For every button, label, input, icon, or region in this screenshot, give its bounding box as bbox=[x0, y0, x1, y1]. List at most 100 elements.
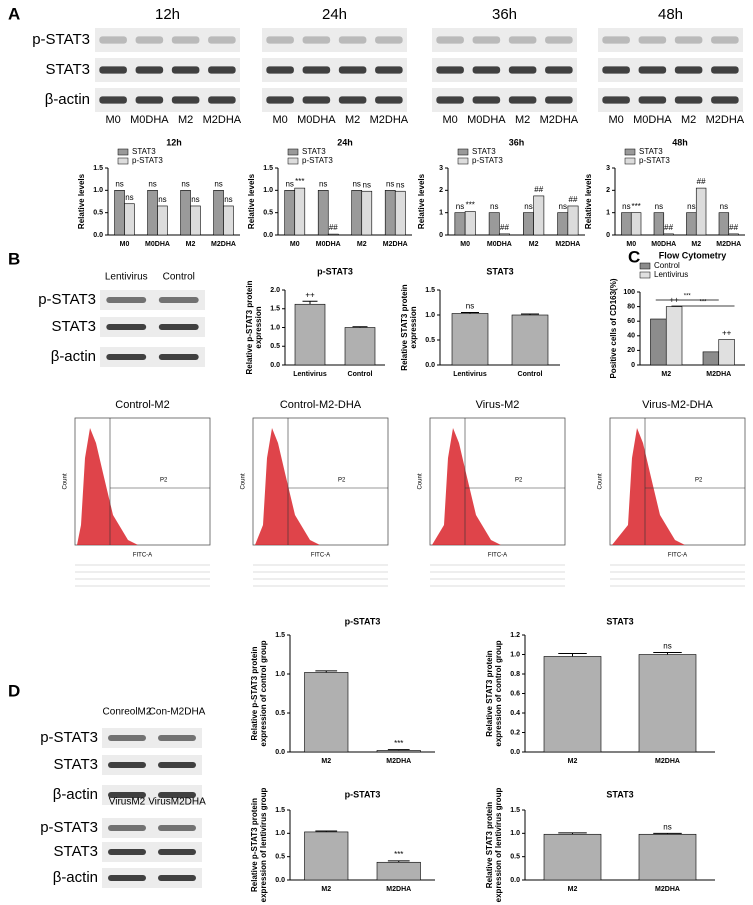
x-tick-label: M2DHA bbox=[655, 886, 680, 893]
y-tick-label: 80 bbox=[627, 303, 635, 310]
y-axis-label: Relative p-STAT3 protein bbox=[250, 646, 259, 740]
blot-band bbox=[99, 36, 127, 44]
y-tick-label: 100 bbox=[623, 289, 635, 296]
blot-band bbox=[545, 66, 573, 74]
blot-band bbox=[108, 792, 146, 798]
significance: ns bbox=[456, 202, 464, 211]
gate-label: P2 bbox=[695, 478, 703, 484]
y-tick-label: 0.5 bbox=[425, 337, 435, 344]
blot-band bbox=[158, 735, 196, 741]
bracket-label: *** bbox=[684, 294, 692, 300]
x-tick-label: Lentivirus bbox=[453, 371, 487, 378]
y-tick-label: 0 bbox=[606, 232, 610, 239]
flow-title: Virus-M2 bbox=[476, 399, 520, 411]
x-tick-label: M0DHA bbox=[316, 241, 341, 248]
lane-label: M0DHA bbox=[130, 114, 169, 126]
bar bbox=[376, 750, 421, 753]
significance: *** bbox=[631, 202, 640, 211]
row-label: β-actin bbox=[45, 91, 90, 108]
blot-band bbox=[171, 36, 200, 44]
y-tick-label: 0.2 bbox=[510, 729, 520, 736]
y-tick-label: 1.0 bbox=[510, 830, 520, 837]
x-tick-label: M2DHA bbox=[383, 241, 408, 248]
significance: *** bbox=[394, 850, 403, 859]
significance: ## bbox=[500, 223, 509, 232]
time-label: 36h bbox=[492, 6, 517, 23]
lane-label: M2 bbox=[515, 114, 530, 126]
blot-band bbox=[674, 96, 703, 104]
y-axis-label: Relative p-STAT3 protein bbox=[250, 798, 259, 892]
time-label: 24h bbox=[322, 6, 347, 23]
bar bbox=[511, 314, 549, 366]
y-tick-label: 1.0 bbox=[510, 651, 520, 658]
significance: ns bbox=[181, 179, 189, 188]
y-axis-label: expression of control group bbox=[494, 640, 503, 746]
y-axis-label: Relative levels bbox=[77, 173, 86, 229]
bar bbox=[344, 327, 376, 366]
bar bbox=[621, 212, 632, 236]
y-tick-label: 0.5 bbox=[510, 854, 520, 861]
significance: ns bbox=[524, 202, 532, 211]
chart-title: p-STAT3 bbox=[317, 266, 353, 276]
blot-band bbox=[338, 36, 367, 44]
blot-band bbox=[711, 66, 739, 74]
y-tick-label: 1.5 bbox=[275, 807, 285, 814]
blot-strip bbox=[100, 347, 205, 367]
y-tick-label: 1.0 bbox=[93, 187, 103, 194]
blot-strip bbox=[95, 28, 240, 52]
y-axis-label: expression of lentivirus group bbox=[259, 788, 268, 903]
blot-band bbox=[106, 324, 147, 330]
bar bbox=[523, 212, 534, 236]
blot-band bbox=[106, 354, 147, 360]
significance: *** bbox=[466, 201, 475, 210]
blot-strip bbox=[102, 818, 202, 838]
blot-band bbox=[158, 875, 196, 881]
legend-label: STAT3 bbox=[639, 147, 663, 156]
y-tick-label: 0.0 bbox=[510, 877, 520, 884]
blot-band bbox=[508, 36, 537, 44]
lane-label: Lentivirus bbox=[105, 272, 148, 283]
row-label: β-actin bbox=[53, 786, 98, 803]
blot-band bbox=[436, 66, 464, 74]
x-tick-label: Control bbox=[348, 371, 373, 378]
x-tick-label: M2DHA bbox=[706, 371, 731, 378]
legend-label: STAT3 bbox=[132, 147, 156, 156]
bar bbox=[567, 205, 579, 236]
legend-swatch bbox=[624, 148, 636, 156]
panel-label: C bbox=[628, 247, 640, 266]
flow-title: Control-M2 bbox=[115, 399, 169, 411]
blot-band bbox=[108, 762, 146, 768]
blot-band bbox=[602, 36, 630, 44]
x-tick-label: Control bbox=[518, 371, 543, 378]
significance: ns bbox=[352, 179, 360, 188]
chart-title: p-STAT3 bbox=[345, 789, 381, 799]
blot-strip bbox=[598, 28, 743, 52]
bar bbox=[638, 654, 697, 753]
x-tick-label: Lentivirus bbox=[293, 371, 327, 378]
bar bbox=[317, 190, 329, 236]
blot-band bbox=[375, 36, 403, 44]
legend-swatch bbox=[117, 148, 129, 156]
blot-band bbox=[638, 96, 667, 104]
blot-band bbox=[711, 36, 739, 44]
legend-swatch bbox=[624, 157, 636, 165]
significance: ## bbox=[534, 185, 543, 194]
legend-label: Lentivirus bbox=[654, 270, 688, 279]
y-axis-label: Relative STAT3 protein bbox=[485, 650, 494, 737]
y-tick-label: 20 bbox=[627, 347, 635, 354]
bar bbox=[499, 233, 510, 236]
lane-label: M0 bbox=[442, 114, 457, 126]
bar bbox=[464, 211, 476, 236]
bar bbox=[665, 306, 683, 366]
bar bbox=[653, 212, 665, 236]
bar bbox=[327, 233, 339, 236]
bar bbox=[663, 233, 674, 236]
y-tick-label: 1.5 bbox=[263, 165, 273, 172]
blot-band bbox=[602, 96, 630, 104]
blot-band bbox=[602, 66, 630, 74]
legend-swatch bbox=[117, 157, 129, 165]
row-label: p-STAT3 bbox=[38, 291, 96, 308]
blot-band bbox=[545, 36, 573, 44]
bar bbox=[454, 212, 466, 236]
bar bbox=[190, 205, 201, 236]
